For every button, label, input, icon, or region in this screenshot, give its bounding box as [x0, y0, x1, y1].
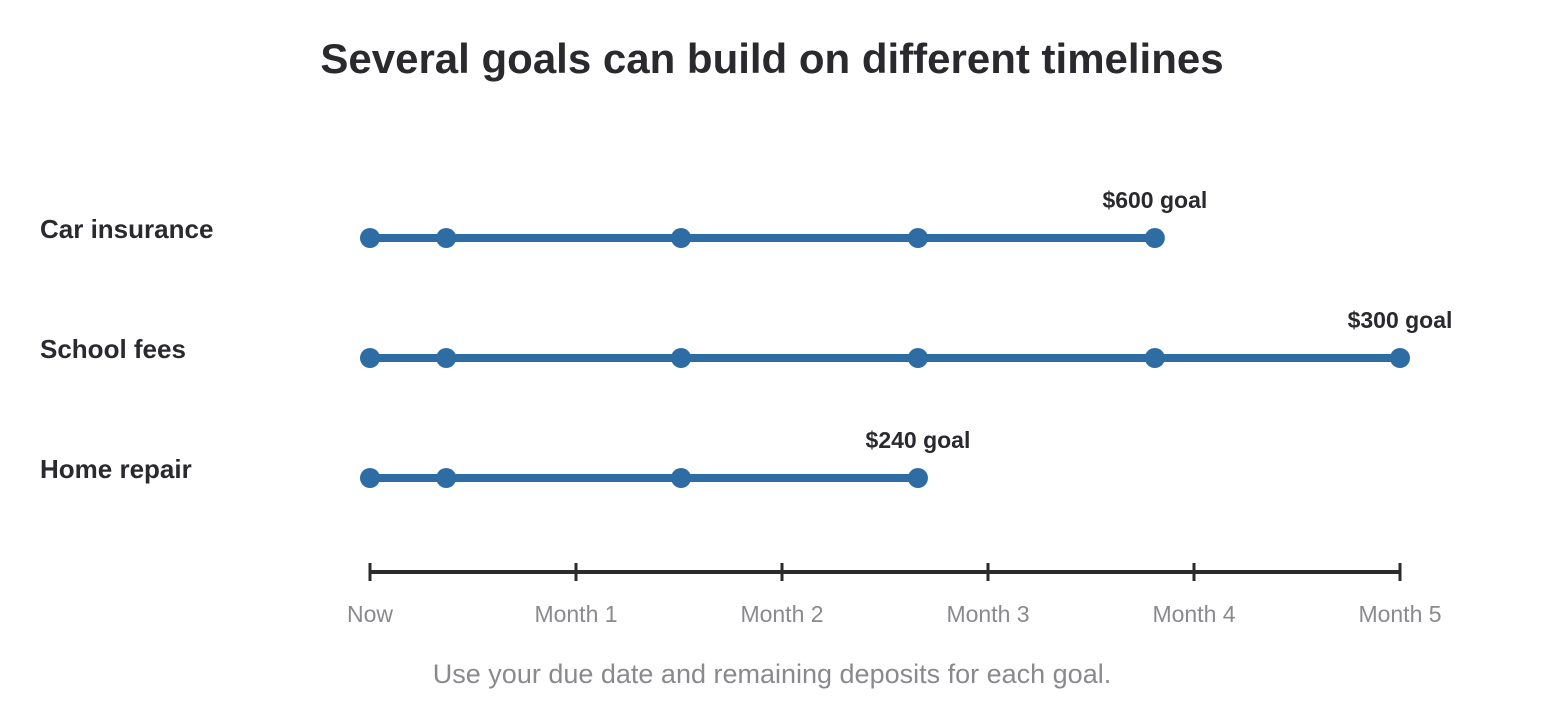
goal-label: $240 goal — [866, 427, 971, 453]
deposit-dot — [1144, 228, 1165, 248]
deposit-dot — [1390, 348, 1410, 368]
goal-label: $300 goal — [1348, 307, 1453, 333]
deposit-dot — [436, 348, 457, 368]
deposit-dot — [360, 228, 380, 248]
x-tick-label: Month 1 — [534, 601, 617, 627]
deposit-dot — [360, 468, 380, 488]
deposit-dot — [907, 228, 928, 248]
chart-title: Several goals can build on different tim… — [320, 35, 1223, 82]
x-tick-label: Month 2 — [740, 601, 823, 627]
footnote: Use your due date and remaining deposits… — [433, 659, 1111, 689]
row-label: School fees — [40, 334, 186, 364]
deposit-dot — [907, 348, 928, 368]
x-tick-label: Month 4 — [1152, 601, 1235, 627]
deposit-dot — [671, 228, 692, 248]
deposit-dot — [360, 348, 380, 368]
deposit-dot — [907, 468, 928, 488]
deposit-dot — [436, 228, 457, 248]
row-label: Car insurance — [40, 214, 213, 244]
x-tick-label: Now — [347, 601, 393, 627]
deposit-dot — [671, 348, 692, 368]
deposit-dot — [671, 468, 692, 488]
deposit-dot — [1144, 348, 1165, 368]
x-tick-label: Month 5 — [1358, 601, 1441, 627]
goal-label: $600 goal — [1102, 187, 1207, 213]
row-label: Home repair — [40, 454, 192, 484]
deposit-dot — [436, 468, 457, 488]
x-tick-label: Month 3 — [946, 601, 1029, 627]
